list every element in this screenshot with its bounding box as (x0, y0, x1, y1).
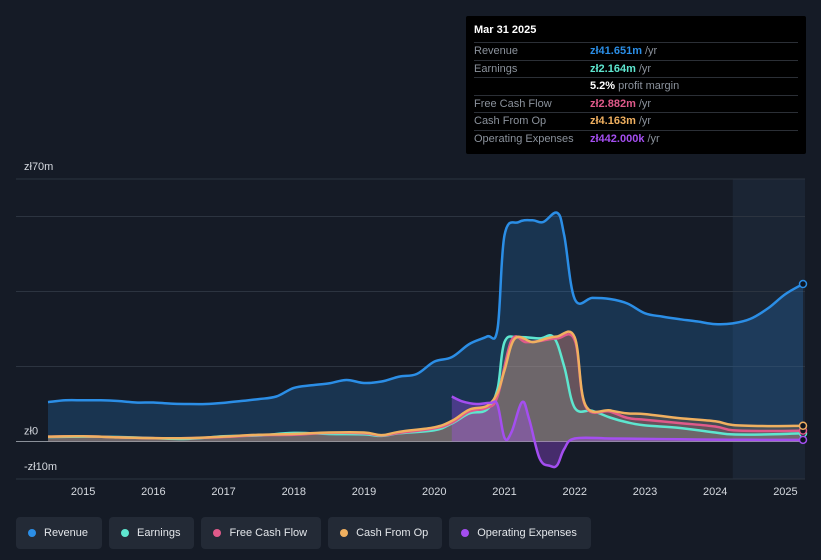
x-tick-label: 2016 (141, 486, 165, 498)
series-end-markers (798, 279, 808, 445)
operating-expenses-area (451, 396, 803, 468)
y-axis-labels: zł70m zł0 -zł10m (24, 161, 57, 473)
x-tick-label: 2023 (633, 486, 657, 498)
x-tick-label: 2017 (211, 486, 235, 498)
tooltip-row-value: zł41.651m (590, 45, 642, 58)
revenue-area (48, 212, 803, 442)
tooltip-row-unit: /yr (647, 132, 660, 145)
legend: Revenue Earnings Free Cash Flow Cash From O… (16, 517, 591, 549)
operating-expenses-end-marker (798, 435, 808, 445)
legend-label: Operating Expenses (477, 527, 577, 539)
cash-from-op-end-marker (798, 421, 808, 430)
tooltip-row-label: Free Cash Flow (474, 97, 552, 110)
legend-label: Cash From Op (356, 527, 429, 539)
legend-label: Revenue (44, 527, 89, 539)
x-tick-label: 2018 (282, 486, 306, 498)
legend-item-earnings[interactable]: Earnings (109, 517, 195, 549)
tooltip-row-unit: /yr (638, 97, 652, 110)
legend-label: Free Cash Flow (229, 527, 308, 539)
tooltip-row-label: Earnings (474, 62, 518, 75)
tooltip-row-value: zł4.163m (590, 115, 636, 128)
x-tick-label: 2019 (352, 486, 376, 498)
tooltip-row: Revenue zł41.651m/yr (474, 43, 798, 61)
tooltip-row-value: zł2.882m (590, 97, 636, 110)
tooltip-row: Earnings zł2.164m/yr (474, 61, 798, 78)
legend-dot-icon (213, 529, 222, 537)
x-axis-labels: 2015 2016 2017 2018 2019 2020 2021 2022 2023 2024… (71, 486, 798, 498)
tooltip-date: Mar 31 2025 (474, 24, 798, 43)
forecast-highlight-region (732, 179, 805, 479)
x-tick-label: 2021 (492, 486, 516, 498)
tooltip-row-unit: profit margin (618, 80, 680, 93)
y-tick-label: -zł10m (24, 461, 57, 473)
tooltip-row: Free Cash Flow zł2.882m/yr (474, 96, 798, 113)
revenue-line (47, 211, 804, 406)
legend-dot-icon (28, 529, 36, 537)
x-tick-label: 2024 (703, 486, 727, 498)
revenue-end-marker (798, 279, 808, 289)
y-tick-label: zł70m (24, 161, 53, 173)
y-tick-label: zł0 (24, 426, 38, 438)
legend-item-cash-from-op[interactable]: Cash From Op (328, 517, 443, 549)
x-tick-label: 2022 (563, 486, 587, 498)
tooltip-row-unit: /yr (644, 45, 658, 58)
tooltip-row-unit: /yr (638, 115, 652, 128)
x-tick-label: 2020 (422, 486, 446, 498)
tooltip-row: Cash From Op zł4.163m/yr (474, 113, 798, 131)
operating-expenses-line (451, 395, 804, 469)
tooltip-panel: Mar 31 2025 Revenue zł41.651m/yr Earnings z… (466, 16, 806, 154)
legend-item-free-cash-flow[interactable]: Free Cash Flow (201, 517, 322, 549)
x-tick-label: 2025 (773, 486, 797, 498)
legend-dot-icon (340, 529, 349, 537)
tooltip-row-value: zł2.164m (590, 62, 636, 75)
legend-item-operating-expenses[interactable]: Operating Expenses (449, 517, 591, 549)
tooltip-row-unit: /yr (638, 62, 652, 75)
x-tick-label: 2015 (71, 486, 95, 498)
tooltip-row: 5.2% profit margin (474, 78, 798, 96)
series-lines (47, 211, 804, 469)
legend-item-revenue[interactable]: Revenue (16, 517, 103, 549)
free-cash-flow-area (48, 334, 803, 442)
tooltip-row-label: Cash From Op (474, 115, 547, 128)
legend-label: Earnings (137, 527, 181, 539)
tooltip-row-label: Operating Expenses (474, 132, 574, 145)
tooltip-row: Operating Expenses zł442.000k/yr (474, 131, 798, 148)
tooltip-row-label: Revenue (474, 45, 519, 58)
legend-dot-icon (121, 529, 130, 537)
tooltip-row-value: 5.2% (590, 80, 616, 93)
legend-dot-icon (461, 529, 470, 537)
gridlines (16, 178, 805, 480)
tooltip-row-value: zł442.000k (590, 132, 645, 145)
tooltip-rows: Revenue zł41.651m/yr Earnings zł2.164m/yr 5.… (474, 43, 798, 147)
cash-from-op-line (47, 330, 804, 440)
